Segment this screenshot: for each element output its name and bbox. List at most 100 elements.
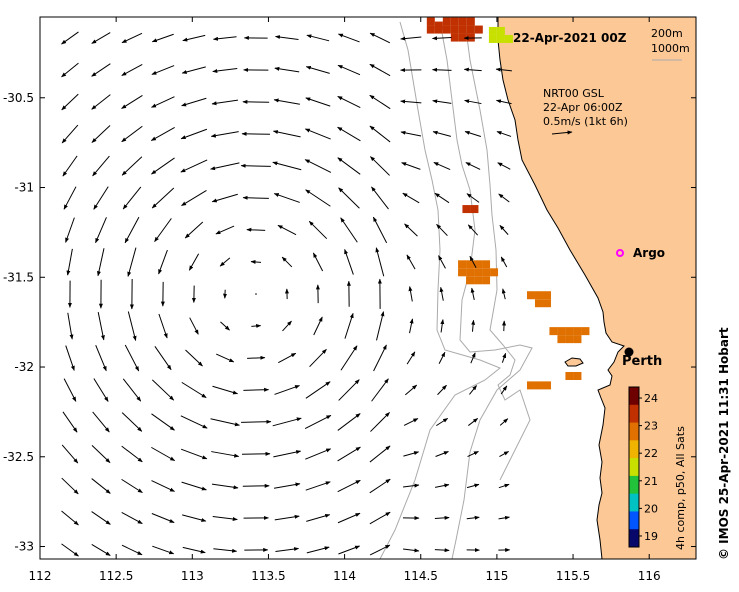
current-arrow (210, 418, 240, 427)
current-arrow (182, 514, 207, 522)
current-arrow (272, 161, 302, 171)
current-arrow (471, 319, 476, 332)
map-title: 22-Apr-2021 00Z (513, 31, 627, 45)
current-arrow (251, 323, 262, 328)
current-arrow (93, 186, 109, 210)
rottnest-island (564, 357, 584, 367)
current-arrow (312, 252, 324, 272)
current-arrow (403, 418, 419, 426)
current-arrow (241, 419, 272, 424)
current-arrow (93, 378, 109, 402)
y-tick-label: -33 (14, 540, 34, 554)
current-arrow (150, 127, 175, 141)
current-arrow (304, 414, 332, 430)
current-arrow (121, 478, 143, 494)
current-arrow (306, 546, 330, 554)
current-arrow (375, 247, 385, 277)
current-arrow (340, 217, 358, 243)
current-arrow (121, 64, 143, 76)
current-arrow (211, 451, 240, 458)
sst-pixel (573, 372, 582, 380)
current-arrow (340, 345, 358, 371)
colorbar-segment (629, 493, 639, 512)
current-arrow (370, 156, 390, 176)
current-arrow (184, 221, 204, 239)
current-arrow (431, 67, 452, 72)
current-arrow (272, 130, 301, 138)
current-arrow (440, 319, 445, 333)
y-tick-label: -32.5 (3, 450, 34, 464)
current-arrow (185, 349, 203, 367)
current-arrow (275, 35, 299, 41)
y-tick-label: -32 (14, 360, 34, 374)
current-arrow (371, 186, 389, 210)
current-arrow (497, 162, 511, 170)
current-arrow (338, 187, 360, 209)
current-arrow (402, 192, 420, 204)
colorbar-tick-label: 21 (644, 475, 658, 488)
current-arrow (121, 125, 143, 143)
current-arrow (95, 217, 107, 244)
current-arrow (275, 547, 300, 553)
sst-pixel (542, 381, 551, 390)
current-arrow (121, 445, 143, 463)
current-arrow (435, 451, 449, 457)
current-arrow (498, 193, 510, 203)
current-arrow (250, 259, 262, 264)
current-arrow (306, 34, 330, 42)
current-arrow (211, 193, 238, 203)
current-arrow (273, 193, 300, 203)
sst-pixel (542, 299, 551, 308)
sst-pixel (450, 33, 459, 42)
current-arrow (439, 286, 444, 301)
current-arrow (496, 131, 512, 137)
current-arrow (406, 254, 416, 270)
current-arrow (431, 36, 452, 41)
current-arrow (91, 544, 111, 556)
sst-pixel (526, 291, 535, 300)
contour-200m (439, 21, 533, 559)
sst-pixel (458, 25, 467, 34)
current-arrow (242, 195, 269, 200)
current-arrow (313, 316, 323, 336)
current-arrow (438, 351, 446, 364)
current-arrow (434, 548, 450, 553)
sst-pixel (549, 327, 558, 336)
sst-pixel (426, 17, 435, 26)
sst-pixel (450, 17, 459, 26)
sst-pixel (565, 335, 574, 344)
current-arrow (465, 162, 481, 170)
sst-pixel (496, 26, 505, 35)
current-arrow (154, 346, 172, 371)
current-arrow (400, 130, 422, 137)
sst-pixel (466, 260, 475, 269)
current-arrow (211, 483, 239, 490)
argo-label: Argo (633, 246, 665, 260)
current-arrow (91, 94, 111, 110)
current-arrow (305, 189, 331, 207)
sst-pixel (482, 276, 491, 285)
current-arrow (403, 483, 420, 488)
current-arrow (240, 163, 271, 168)
sst-pixel (442, 17, 451, 26)
current-arrow (151, 513, 175, 523)
x-tick-label: 116 (638, 569, 661, 583)
current-arrow (304, 128, 331, 140)
current-arrow (498, 515, 510, 520)
sst-colorbar: 24 23 22 21 20 19 (628, 386, 658, 548)
sst-pixel (504, 34, 513, 43)
colorbar-tick-label: 24 (644, 392, 658, 405)
sst-pixel (466, 25, 475, 34)
current-arrow (122, 378, 142, 402)
current-arrow (151, 33, 174, 43)
current-arrow (180, 415, 208, 429)
sst-pixel (482, 268, 491, 277)
current-arrow (437, 384, 447, 396)
current-arrow (499, 418, 509, 426)
sst-pixel (573, 327, 582, 336)
current-arrow (181, 381, 207, 399)
velocity-legend-arrow (551, 130, 573, 135)
current-arrow (433, 162, 451, 170)
current-arrow (305, 97, 331, 107)
y-tick-label: -31.5 (3, 270, 34, 284)
